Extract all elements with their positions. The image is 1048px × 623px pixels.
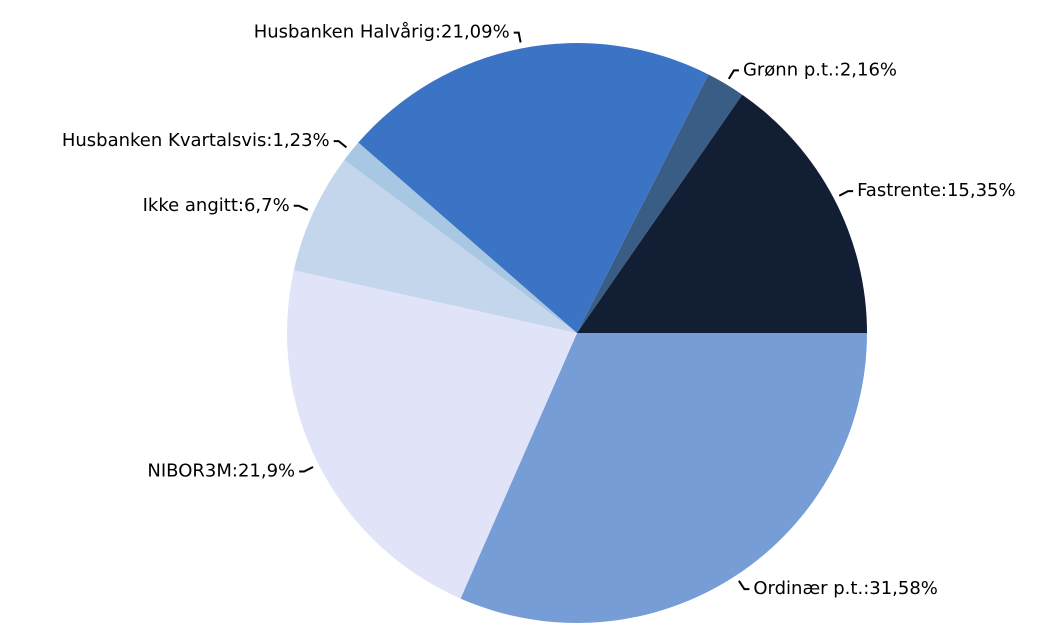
slice-value: :15,35% [941, 180, 1016, 201]
pie-slice [460, 333, 867, 623]
slice-label: Ikke angitt:6,7% [143, 195, 290, 216]
leader-line [727, 69, 739, 80]
leader-line [838, 190, 854, 197]
slice-name: NIBOR3M [147, 460, 231, 481]
slice-name: Ikke angitt [143, 195, 238, 216]
slice-label: Fastrente:15,35% [857, 180, 1016, 201]
pie-slice [287, 270, 577, 599]
slice-label: Husbanken Kvartalsvis:1,23% [62, 130, 330, 151]
pie-slice [577, 74, 743, 333]
slice-label: Ordinær p.t.:31,58% [753, 578, 938, 599]
leader-line [513, 31, 522, 43]
slice-name: Husbanken Kvartalsvis [62, 130, 267, 151]
slice-name: Ordinær p.t. [753, 578, 863, 599]
pie-slice [577, 94, 867, 334]
pie-slice [344, 142, 577, 333]
slice-label: Grønn p.t.:2,16% [743, 59, 897, 80]
leader-line [738, 580, 750, 591]
slice-name: Grønn p.t. [743, 59, 834, 80]
leader-line [293, 204, 309, 211]
pie-slice [293, 159, 577, 333]
slice-label: NIBOR3M:21,9% [147, 460, 295, 481]
slice-value: :21,09% [435, 22, 510, 43]
slice-name: Fastrente [857, 180, 941, 201]
slice-value: :6,7% [238, 195, 290, 216]
slice-label: Husbanken Halvårig:21,09% [254, 22, 510, 43]
pie-slice [358, 42, 709, 333]
leader-line [299, 466, 314, 473]
slice-value: :21,9% [232, 460, 295, 481]
slice-value: :2,16% [834, 59, 897, 80]
slice-name: Husbanken Halvårig [254, 22, 435, 43]
slice-value: :31,58% [863, 578, 938, 599]
slice-value: :1,23% [266, 130, 329, 151]
leader-line [333, 140, 348, 149]
